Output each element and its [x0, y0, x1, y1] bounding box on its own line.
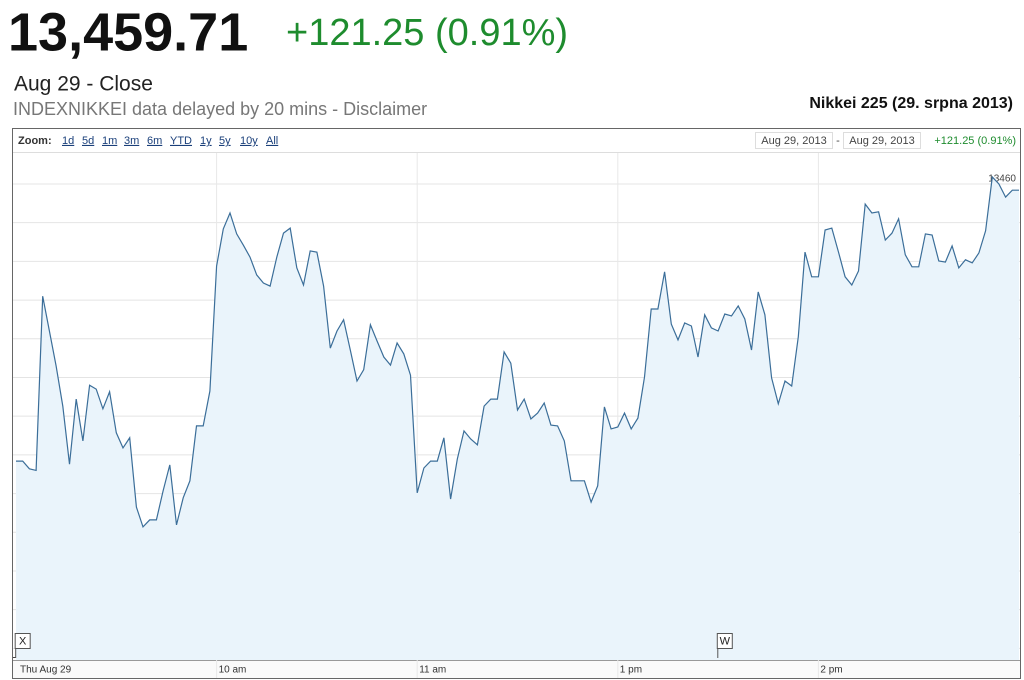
- x-axis-strip: [13, 660, 1020, 678]
- x-tick-label: 10 am: [219, 665, 247, 676]
- zoom-option[interactable]: 5y: [219, 135, 231, 147]
- range-separator: -: [836, 135, 840, 147]
- range-change: +121.25 (0.91%): [934, 135, 1016, 147]
- zoom-option[interactable]: All: [266, 135, 278, 147]
- x-tick-label: Thu Aug 29: [20, 665, 72, 676]
- zoom-option[interactable]: 10y: [240, 135, 258, 147]
- flag-label: W: [720, 635, 731, 647]
- line: [16, 175, 1019, 529]
- flag[interactable]: [14, 633, 31, 649]
- zoom-option[interactable]: 6m: [147, 135, 162, 147]
- y-tick-label: 13460: [988, 174, 1016, 185]
- x-tick-label: 11 am: [419, 665, 446, 676]
- flag[interactable]: [716, 633, 733, 649]
- range-start: Aug 29, 2013: [761, 135, 826, 147]
- zoom-label: Zoom:: [18, 135, 52, 147]
- chart-title: Nikkei 225 (29. srpna 2013): [809, 95, 1013, 112]
- zoom-option[interactable]: 1m: [102, 135, 117, 147]
- zoom-option[interactable]: 3m: [124, 135, 139, 147]
- zoom-option[interactable]: 1y: [200, 135, 212, 147]
- flag-label: X: [19, 635, 27, 647]
- source: INDEXNIKKEI data delayed by 20 mins - Di…: [13, 99, 427, 119]
- zoom-option[interactable]: 5d: [82, 135, 94, 147]
- range-box: [755, 132, 833, 149]
- x-tick-label: 2 pm: [820, 665, 842, 676]
- range-box: [843, 132, 921, 149]
- price: 13,459.71: [8, 2, 248, 62]
- zoom-option[interactable]: 1d: [62, 135, 74, 147]
- price-change: +121.25 (0.91%): [286, 12, 568, 54]
- x-tick-label: 1 pm: [620, 665, 642, 676]
- range-end: Aug 29, 2013: [849, 135, 914, 147]
- zoom-option[interactable]: YTD: [170, 135, 192, 147]
- session: Aug 29 - Close: [14, 73, 153, 96]
- area: [16, 177, 1019, 660]
